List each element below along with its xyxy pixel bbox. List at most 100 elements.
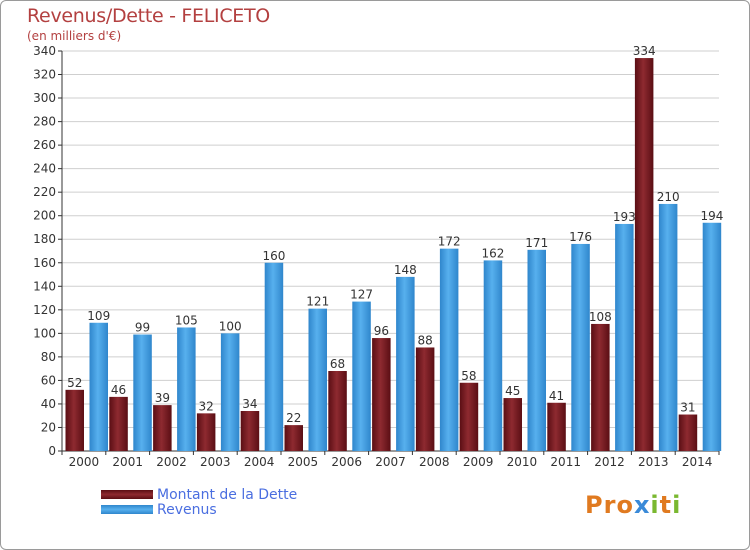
x-tick-label: 2007 [375, 455, 406, 469]
legend-item-dette: Montant de la Dette [101, 486, 298, 503]
data-label: 100 [219, 319, 242, 333]
value-labels: 52 109 46 99 39 105 32 100 34 160 22 121 68 127 96 148 8… [67, 44, 723, 425]
bar-revenus [308, 308, 327, 451]
bar-revenus [527, 249, 546, 451]
data-label: 46 [111, 383, 126, 397]
data-label: 52 [67, 376, 82, 390]
y-tick-label: 0 [48, 444, 56, 458]
data-label: 22 [286, 411, 301, 425]
x-tick-label: 2012 [594, 455, 625, 469]
bar-dette [65, 389, 84, 451]
brand-logo-letter: x [633, 491, 651, 519]
bar-dette [240, 411, 260, 451]
bar-dette [591, 323, 610, 451]
legend-swatch-revenus [101, 505, 153, 514]
bar-revenus [615, 223, 634, 451]
bar-dette [153, 405, 172, 451]
data-label: 109 [87, 309, 110, 323]
x-tick-label: 2001 [112, 455, 143, 469]
data-label: 99 [135, 321, 150, 335]
y-tick-label: 120 [33, 303, 56, 317]
data-label: 194 [700, 209, 723, 223]
x-tick-label: 2011 [550, 455, 581, 469]
data-label: 108 [589, 310, 612, 324]
y-tick-label: 80 [41, 350, 56, 364]
bar-dette [459, 382, 479, 451]
brand-logo-letter: o [616, 491, 634, 519]
bar-dette [372, 338, 391, 451]
bar-revenus [220, 333, 240, 451]
bar-revenus [439, 248, 459, 451]
y-tick-label: 20 [41, 420, 56, 434]
x-tick-label: 2004 [244, 455, 275, 469]
x-tick-label: 2014 [682, 455, 713, 469]
x-tick-label: 2002 [156, 455, 187, 469]
brand-logo-letter: r [603, 491, 617, 519]
data-label: 88 [418, 333, 433, 347]
x-tick-label: 2009 [463, 455, 494, 469]
bar-revenus [352, 301, 371, 451]
brand-logo-letter: i [650, 491, 660, 519]
x-tick-label: 2008 [419, 455, 450, 469]
data-label: 39 [155, 391, 170, 405]
chart-title: Revenus/Dette - FELICETO [27, 5, 270, 27]
bar-dette [284, 425, 303, 451]
bar-revenus [571, 243, 590, 451]
data-label: 210 [657, 190, 680, 204]
y-tick-label: 240 [33, 162, 56, 176]
x-tick-label: 2003 [200, 455, 231, 469]
x-tick-label: 2013 [638, 455, 669, 469]
x-tick-label: 2010 [507, 455, 538, 469]
brand-logo-letter: P [585, 491, 604, 519]
y-tick-label: 200 [33, 209, 56, 223]
data-label: 193 [613, 210, 636, 224]
bar-dette [196, 413, 216, 451]
legend-swatch-dette [101, 490, 153, 499]
data-label: 176 [569, 230, 592, 244]
data-label: 334 [633, 44, 656, 58]
x-tick-label: 2005 [288, 455, 319, 469]
data-label: 68 [330, 357, 345, 371]
data-label: 96 [374, 324, 389, 338]
data-label: 58 [461, 369, 476, 383]
y-tick-label: 260 [33, 138, 56, 152]
y-tick-label: 60 [41, 373, 56, 387]
bar-revenus [177, 327, 196, 451]
y-tick-label: 300 [33, 91, 56, 105]
bar-revenus [483, 260, 503, 451]
data-label: 45 [505, 384, 520, 398]
bars [65, 58, 722, 451]
chart-subtitle: (en milliers d'€) [27, 29, 122, 43]
legend-item-revenus: Revenus [101, 502, 297, 518]
y-tick-label: 320 [33, 68, 56, 82]
x-tick-label: 2006 [331, 455, 362, 469]
data-label: 148 [394, 263, 417, 277]
bar-revenus [396, 276, 415, 451]
data-label: 105 [175, 313, 198, 327]
y-tick-label: 180 [33, 232, 56, 246]
y-tick-label: 160 [33, 256, 56, 270]
data-label: 121 [306, 295, 329, 309]
y-tick-label: 340 [33, 44, 56, 58]
data-label: 34 [242, 397, 257, 411]
bar-dette [328, 371, 347, 451]
legend-label-dette: Montant de la Dette [157, 486, 298, 503]
bar-dette [678, 414, 698, 451]
y-tick-label: 40 [41, 397, 56, 411]
brand-logo: Proxiti [585, 491, 681, 519]
y-tick-label: 220 [33, 185, 56, 199]
y-tick-label: 280 [33, 115, 56, 129]
data-label: 41 [549, 389, 564, 403]
y-tick-label: 100 [33, 326, 56, 340]
brand-logo-letter: i [672, 491, 682, 519]
bar-dette [109, 396, 128, 451]
data-label: 32 [199, 399, 214, 413]
legend: Montant de la Dette Revenus [101, 486, 298, 518]
bar-revenus [133, 334, 152, 451]
data-label: 172 [438, 235, 461, 249]
bar-dette [503, 398, 522, 451]
bar-dette [415, 347, 435, 451]
data-label: 171 [525, 236, 548, 250]
